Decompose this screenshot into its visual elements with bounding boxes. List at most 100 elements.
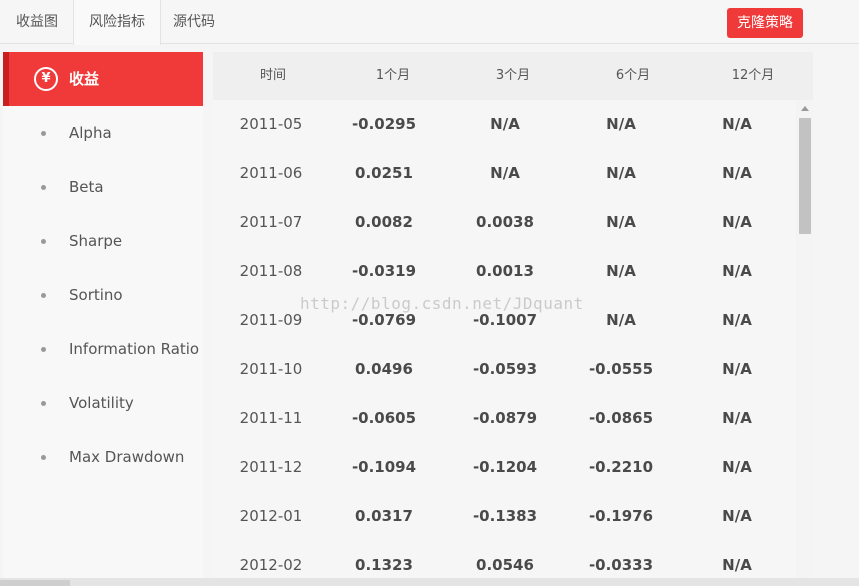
table-scrollbar[interactable] <box>797 100 813 586</box>
value-cell: N/A <box>606 311 636 329</box>
value-cell: 0.0251 <box>355 164 413 182</box>
table-row: 2012-01 0.0317 -0.1383 -0.1976 N/A <box>213 492 796 541</box>
metrics-sidebar: ¥ 收益 Alpha Beta Sharpe Sortino Informati… <box>3 52 203 586</box>
value-cell: N/A <box>606 115 636 133</box>
sidebar-item-volatility[interactable]: Volatility <box>3 376 203 430</box>
date-cell: 2011-05 <box>239 115 303 133</box>
value-cell: N/A <box>722 556 752 574</box>
table-header: 时间 1个月 3个月 6个月 12个月 <box>213 52 813 100</box>
sidebar-item-information-ratio[interactable]: Information Ratio <box>3 322 203 376</box>
table-row: 2011-12 -0.1094 -0.1204 -0.2210 N/A <box>213 443 796 492</box>
date-cell: 2012-01 <box>239 507 303 525</box>
value-cell: -0.0865 <box>588 409 654 427</box>
horizontal-scroll-thumb[interactable] <box>0 580 70 586</box>
bullet-dot-icon <box>41 293 46 298</box>
value-cell: -0.0605 <box>351 409 417 427</box>
value-cell: N/A <box>606 262 636 280</box>
bullet-dot-icon <box>41 401 46 406</box>
table-row: 2011-05 -0.0295 N/A N/A N/A <box>213 100 796 149</box>
date-cell: 2011-06 <box>239 164 303 182</box>
sidebar-item-label: Volatility <box>69 394 134 412</box>
value-cell: N/A <box>722 360 752 378</box>
tab-returns-chart[interactable]: 收益图 <box>16 14 58 30</box>
column-header-3-month: 3个月 <box>495 68 531 83</box>
bullet-dot-icon <box>41 239 46 244</box>
value-cell: -0.1976 <box>588 507 654 525</box>
column-header-12-month: 12个月 <box>731 68 775 83</box>
value-cell: N/A <box>606 164 636 182</box>
date-cell: 2011-11 <box>239 409 303 427</box>
scroll-thumb[interactable] <box>799 118 811 234</box>
value-cell: -0.1204 <box>472 458 538 476</box>
scroll-up-arrow-icon[interactable] <box>801 106 809 111</box>
value-cell: 0.0546 <box>476 556 534 574</box>
sidebar-item-sortino[interactable]: Sortino <box>3 268 203 322</box>
date-cell: 2011-07 <box>239 213 303 231</box>
value-cell: 0.0317 <box>355 507 413 525</box>
sidebar-item-label: 收益 <box>69 70 100 88</box>
date-cell: 2011-10 <box>239 360 303 378</box>
table-row: 2011-09 -0.0769 -0.1007 N/A N/A <box>213 296 796 345</box>
top-tab-bar: 收益图 风险指标 源代码 克隆策略 <box>0 0 859 45</box>
value-cell: 0.0038 <box>476 213 534 231</box>
table-body: 2011-05 -0.0295 N/A N/A N/A 2011-06 0.0251 N/A N… <box>213 100 796 586</box>
sidebar-item-label: Sharpe <box>69 232 123 250</box>
table-row: 2011-08 -0.0319 0.0013 N/A N/A <box>213 247 796 296</box>
sidebar-item-alpha[interactable]: Alpha <box>3 106 203 160</box>
value-cell: -0.0319 <box>351 262 417 280</box>
returns-table: 时间 1个月 3个月 6个月 12个月 2011-05 -0.0295 N/A N/A… <box>213 52 813 586</box>
value-cell: -0.2210 <box>588 458 654 476</box>
bullet-dot-icon <box>41 185 46 190</box>
value-cell: N/A <box>722 458 752 476</box>
value-cell: N/A <box>722 213 752 231</box>
value-cell: 0.0082 <box>355 213 413 231</box>
value-cell: 0.0013 <box>476 262 534 280</box>
value-cell: -0.0769 <box>351 311 417 329</box>
table-row: 2012-02 0.1323 0.0546 -0.0333 N/A <box>213 541 796 586</box>
date-cell: 2011-12 <box>239 458 303 476</box>
value-cell: -0.0879 <box>472 409 538 427</box>
column-header-6-month: 6个月 <box>615 68 651 83</box>
sidebar-item-label: Sortino <box>69 286 123 304</box>
bullet-dot-icon <box>41 455 46 460</box>
bullet-dot-icon <box>41 131 46 136</box>
table-row: 2011-11 -0.0605 -0.0879 -0.0865 N/A <box>213 394 796 443</box>
value-cell: 0.0496 <box>355 360 413 378</box>
bullet-dot-icon <box>41 347 46 352</box>
date-cell: 2011-09 <box>239 311 303 329</box>
tab-risk-metrics[interactable]: 风险指标 <box>73 0 161 45</box>
table-row: 2011-07 0.0082 0.0038 N/A N/A <box>213 198 796 247</box>
value-cell: -0.0295 <box>351 115 417 133</box>
value-cell: N/A <box>606 213 636 231</box>
sidebar-item-label: Information Ratio <box>69 340 200 358</box>
table-row: 2011-10 0.0496 -0.0593 -0.0555 N/A <box>213 345 796 394</box>
value-cell: -0.1383 <box>472 507 538 525</box>
date-cell: 2012-02 <box>239 556 303 574</box>
value-cell: -0.0555 <box>588 360 654 378</box>
column-header-date: 时间 <box>259 68 286 83</box>
tab-source-code[interactable]: 源代码 <box>173 14 215 30</box>
date-cell: 2011-08 <box>239 262 303 280</box>
sidebar-item-label: Beta <box>69 178 104 196</box>
value-cell: N/A <box>722 311 752 329</box>
yen-icon: ¥ <box>34 67 58 91</box>
sidebar-item-beta[interactable]: Beta <box>3 160 203 214</box>
clone-strategy-button[interactable]: 克隆策略 <box>727 8 803 38</box>
value-cell: N/A <box>722 115 752 133</box>
value-cell: N/A <box>722 262 752 280</box>
sidebar-item-sharpe[interactable]: Sharpe <box>3 214 203 268</box>
value-cell: -0.1007 <box>472 311 538 329</box>
sidebar-item-max-drawdown[interactable]: Max Drawdown <box>3 430 203 484</box>
value-cell: N/A <box>490 115 520 133</box>
table-row: 2011-06 0.0251 N/A N/A N/A <box>213 149 796 198</box>
sidebar-item-label: Alpha <box>69 124 112 142</box>
value-cell: N/A <box>722 507 752 525</box>
value-cell: N/A <box>722 409 752 427</box>
value-cell: 0.1323 <box>355 556 413 574</box>
value-cell: N/A <box>490 164 520 182</box>
column-header-1-month: 1个月 <box>375 68 411 83</box>
sidebar-item-label: Max Drawdown <box>69 448 185 466</box>
value-cell: N/A <box>722 164 752 182</box>
sidebar-item-returns[interactable]: ¥ 收益 <box>3 52 203 106</box>
value-cell: -0.0593 <box>472 360 538 378</box>
